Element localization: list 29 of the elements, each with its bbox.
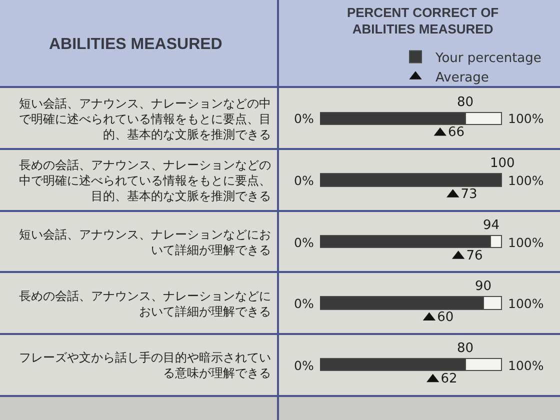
data-label: 66	[448, 125, 465, 140]
annotation: 100%	[508, 173, 544, 188]
data-label: 90	[475, 279, 492, 294]
legend-label: Average	[436, 70, 489, 86]
chart-title: PERCENT CORRECT OF ABILITIES MEASURED	[346, 4, 499, 37]
y-tick-label: 短い会話、アナウンス、ナレーションなどの中で明確に述べられている情報をもとに要点、目的、基本的な文脈を推測できる	[19, 96, 271, 142]
data-label: 94	[483, 218, 500, 233]
bar	[320, 173, 502, 187]
annotation: 100%	[508, 235, 544, 250]
data-label: 62	[440, 372, 458, 387]
data-label: 80	[457, 95, 474, 110]
annotation: 100%	[508, 358, 544, 373]
data-label: 60	[437, 310, 454, 326]
data-label: 73	[460, 186, 478, 202]
data-label: 80	[457, 341, 474, 356]
data-label: 76	[466, 248, 483, 264]
y-tick-label: 長めの会話、アナウンス、ナレーションなどにおいて詳細が理解できる	[19, 289, 271, 319]
annotation: 0%	[294, 296, 314, 311]
annotation: 0%	[294, 358, 314, 373]
y-tick-label: 短い会話、アナウンス、ナレーションなどにおいて詳細が理解できる	[19, 227, 271, 257]
annotation: 100%	[508, 111, 544, 126]
y-tick-label: 長めの会話、アナウンス、ナレーションなどの中で明確に述べられている情報をもとに要点、目的、基本的な文脈を推測できる	[19, 158, 271, 204]
annotation: 0%	[294, 235, 314, 250]
annotation: 100%	[508, 296, 544, 311]
y-axis-title: ABILITIES MEASURED	[49, 36, 222, 53]
legend-label: Your percentage	[434, 50, 542, 66]
y-tick-label: フレーズや文から話し手の目的や暗示されている意味が理解できる	[19, 350, 271, 380]
annotation: 0%	[294, 173, 314, 188]
data-label: 100	[490, 156, 515, 171]
